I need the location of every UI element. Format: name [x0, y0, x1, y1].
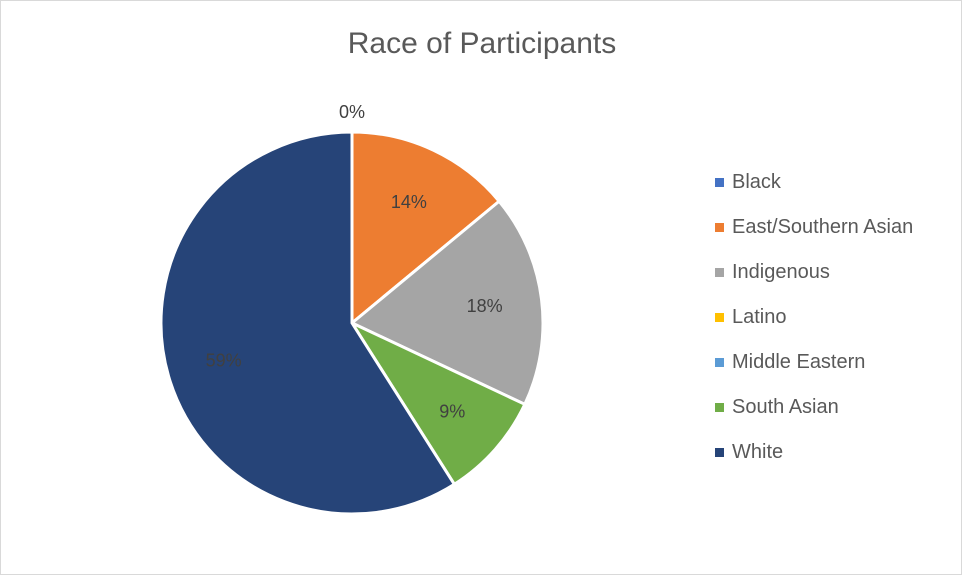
- legend-item-indigenous: Indigenous: [715, 250, 913, 295]
- data-label-zero: 0%: [339, 102, 365, 122]
- legend-swatch-icon: [715, 403, 724, 412]
- legend-label: White: [732, 441, 784, 463]
- legend-label: Latino: [732, 306, 787, 328]
- legend-label: East/Southern Asian: [732, 216, 914, 238]
- legend-swatch-icon: [715, 358, 724, 367]
- legend-swatch-icon: [715, 178, 724, 187]
- legend-item-middle-eastern: Middle Eastern: [715, 340, 913, 385]
- legend-item-latino: Latino: [715, 295, 913, 340]
- pie-slice-south-asian: [347, 319, 527, 487]
- legend-label: Black: [732, 171, 781, 193]
- data-label-east-southern-asian: 14%: [391, 192, 427, 212]
- pie-slice-east-southern-asian: [350, 130, 502, 327]
- legend-label: Middle Eastern: [732, 351, 866, 373]
- data-label-white: 59%: [206, 350, 242, 370]
- legend-swatch-icon: [715, 313, 724, 322]
- legend-label: South Asian: [732, 396, 839, 418]
- pie-slice-white: [159, 130, 457, 516]
- legend-item-white: White: [715, 430, 913, 475]
- legend-swatch-icon: [715, 223, 724, 232]
- legend-item-east-southern-asian: East/Southern Asian: [715, 205, 913, 250]
- chart-title: Race of Participants: [347, 27, 617, 60]
- legend-swatch-icon: [715, 268, 724, 277]
- legend-label: Indigenous: [732, 261, 830, 283]
- legend-swatch-icon: [715, 448, 724, 457]
- data-label-indigenous: 18%: [467, 296, 503, 316]
- data-label-south-asian: 9%: [439, 401, 465, 421]
- legend-item-south-asian: South Asian: [715, 385, 913, 430]
- legend: Black East/Southern Asian Indigenous Latino…: [715, 171, 913, 489]
- legend-item-black: Black: [715, 160, 913, 205]
- pie-slice-indigenous: [349, 199, 545, 407]
